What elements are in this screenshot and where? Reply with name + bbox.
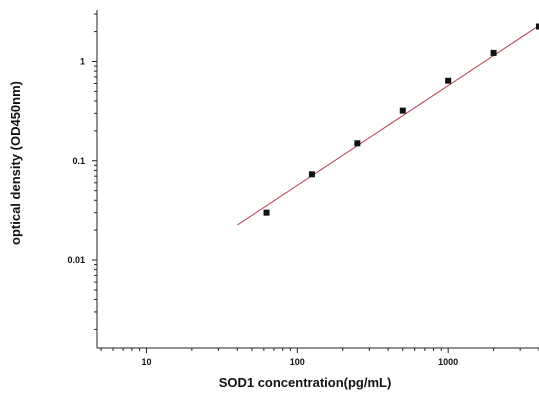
data-point (536, 23, 539, 30)
data-point (445, 77, 452, 84)
y-tick-label: 0.1 (72, 156, 85, 166)
x-axis: 10 100 1000 (97, 347, 539, 367)
x-tick-label: 10 (141, 357, 151, 367)
x-tick-label: 1000 (438, 357, 458, 367)
fit-line-group (236, 25, 539, 226)
data-point (399, 107, 406, 114)
data-point (490, 49, 497, 56)
y-axis: 0.01 0.1 1 (67, 10, 98, 348)
y-axis-title: optical density (OD450nm) (8, 81, 23, 245)
fit-line (236, 25, 539, 226)
data-point (263, 209, 270, 216)
y-tick-label: 0.01 (67, 255, 85, 265)
data-point (308, 171, 315, 178)
y-tick-label: 1 (80, 56, 85, 66)
data-point (354, 140, 361, 147)
x-axis-title: SOD1 concentration(pg/mL) (219, 375, 392, 390)
data-points (263, 23, 539, 216)
x-tick-label: 100 (290, 357, 305, 367)
